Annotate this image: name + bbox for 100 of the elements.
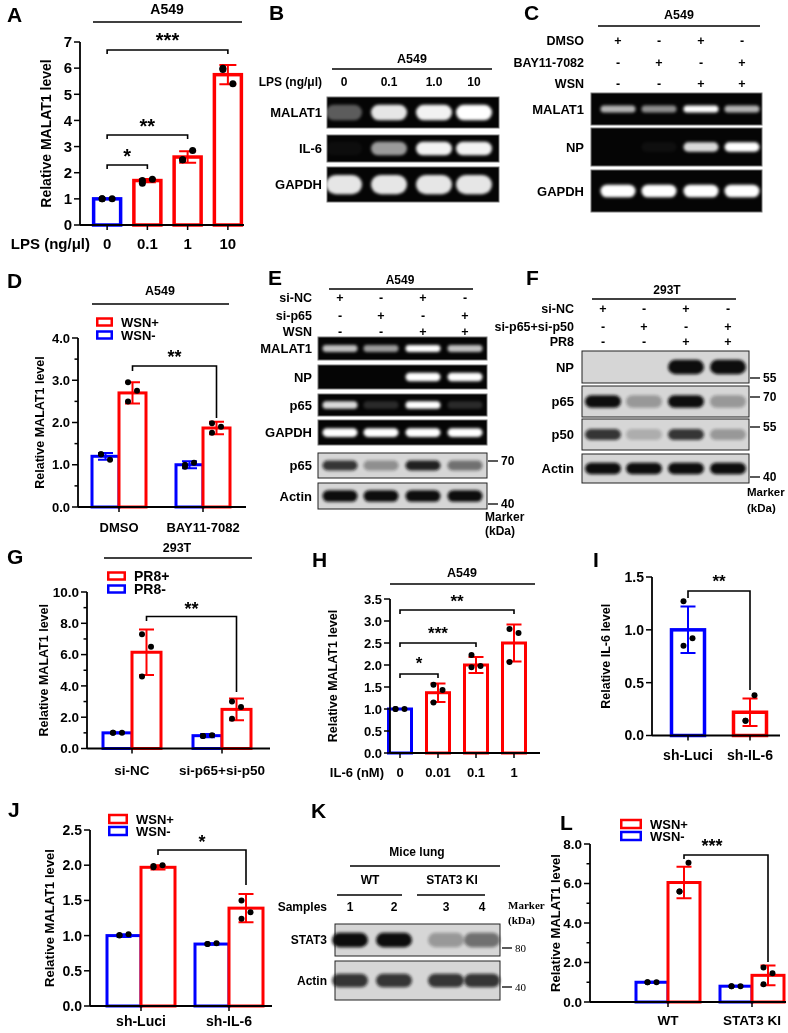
text: 1.0 [425, 75, 443, 89]
chart-title: 293T [162, 541, 192, 555]
x-tick-label: si-p65+si-p50 [179, 763, 265, 778]
y-tick-label: 2 [63, 163, 72, 181]
text: + [682, 335, 690, 349]
text: F [526, 266, 539, 289]
text: 3 [442, 900, 450, 914]
x-tick-label: sh-IL-6 [206, 1013, 253, 1029]
y-tick-label: 4.0 [51, 330, 70, 346]
text: 70 [501, 454, 515, 469]
chart-title: A549 [150, 1, 184, 17]
text: WSN [554, 76, 584, 91]
text: 1 [346, 900, 354, 914]
text: 40 [501, 497, 515, 512]
y-tick-label: 8.0 [60, 616, 79, 632]
text: - [656, 76, 662, 91]
y-tick-label: 4.0 [563, 915, 582, 931]
text: si-NC [279, 291, 312, 305]
y-tick-label: 0.0 [363, 745, 382, 761]
text: NP [293, 369, 313, 385]
y-tick-label: 1.5 [624, 568, 645, 585]
text: + [697, 33, 705, 48]
text: - [641, 302, 647, 316]
text: + [461, 309, 469, 323]
x-tick-label: WT [657, 1013, 680, 1028]
text: si-p65+si-p50 [494, 320, 575, 334]
text: - [337, 325, 343, 339]
text: + [419, 325, 427, 339]
text: + [377, 309, 385, 323]
text: p50 [551, 427, 574, 443]
annotation: *** [701, 836, 723, 856]
text: A549 [664, 8, 694, 22]
text: 293T [653, 283, 682, 297]
y-tick-label: 3.5 [363, 591, 382, 607]
y-tick-label: 1 [63, 190, 72, 208]
y-tick-label: 2.0 [60, 709, 79, 725]
text: 55 [763, 371, 777, 386]
annotation: ** [712, 572, 726, 591]
text: + [614, 33, 622, 48]
text: LPS (ng/μl) [258, 75, 322, 89]
text: 55 [763, 420, 777, 435]
text: - [656, 33, 662, 48]
y-tick-label: 2.0 [51, 415, 70, 431]
text: 80 [515, 941, 527, 954]
y-tick-label: 2.0 [363, 657, 382, 673]
text: si-NC [541, 302, 574, 316]
y-tick-label: 5 [63, 85, 72, 103]
y-tick-label: 0.0 [624, 727, 645, 744]
annotation: *** [428, 624, 449, 643]
text: 70 [763, 390, 777, 405]
y-tick-label: 2.5 [363, 635, 382, 651]
x-tick-label: 0 [396, 765, 404, 780]
annotation: ** [167, 347, 182, 367]
text: A549 [397, 52, 427, 66]
text: WT [360, 873, 380, 887]
text: A [7, 3, 23, 26]
y-tick-label: 2.0 [563, 955, 582, 971]
text: + [336, 291, 344, 305]
text: E [268, 266, 283, 289]
text: Actin [279, 488, 313, 504]
text: J [8, 798, 20, 821]
y-tick-label: 4 [63, 111, 73, 129]
text: G [7, 545, 24, 568]
y-tick-label: 1.5 [62, 892, 83, 909]
x-tick-label: 0.1 [466, 765, 486, 780]
text: A549 [385, 273, 415, 287]
text: p65 [289, 397, 312, 413]
y-tick-label: 4.0 [60, 678, 79, 694]
annotation: * [198, 832, 206, 852]
y-tick-label: 0.5 [624, 674, 645, 691]
x-tick-label: 1 [510, 765, 518, 780]
text: - [641, 335, 647, 349]
annotation: ** [139, 115, 156, 137]
text: 0 [340, 75, 348, 89]
text: + [738, 55, 746, 70]
annotation: *** [155, 29, 180, 51]
text: Mice lung [389, 845, 445, 859]
text: NP [565, 139, 585, 155]
text: - [378, 325, 384, 339]
y-tick-label: 3.0 [363, 613, 382, 629]
x-tick-label: 1 [183, 235, 192, 252]
text: + [682, 302, 690, 316]
y-tick-label: 2.5 [62, 821, 83, 838]
y-tick-label: 2.0 [62, 857, 83, 874]
x-axis-title: IL-6 (nM) [329, 765, 384, 780]
chart-title: A549 [145, 284, 175, 298]
text: Actin [297, 973, 327, 988]
x-axis-title: LPS (ng/μl) [10, 235, 90, 252]
text: STAT3 KI [426, 873, 478, 887]
y-tick-label: 0.0 [563, 994, 582, 1010]
text: 40 [515, 980, 527, 993]
text: NP [555, 359, 575, 375]
x-tick-label: STAT3 KI [722, 1013, 782, 1028]
annotation: ** [184, 599, 199, 619]
text: WSN [282, 325, 312, 339]
text: I [593, 548, 599, 571]
text: p65 [289, 458, 312, 474]
y-tick-label: 1.0 [363, 701, 382, 717]
text: 4 [478, 900, 486, 914]
text: + [724, 335, 732, 349]
